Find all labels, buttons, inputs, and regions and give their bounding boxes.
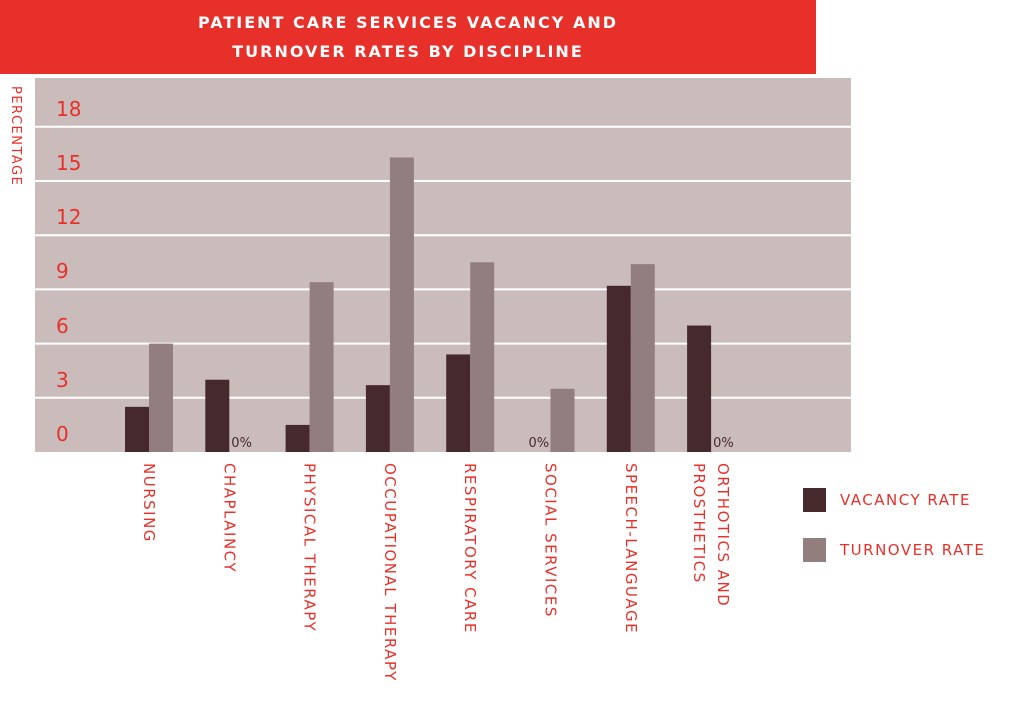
- bar: [205, 379, 230, 452]
- bar: [606, 285, 631, 452]
- legend-label: TURNOVER RATE: [840, 541, 986, 559]
- x-tick-label: SOCIAL SERVICES: [541, 463, 560, 618]
- x-tick-label: NURSING: [140, 463, 158, 543]
- y-axis-label: PERCENTAGE: [8, 86, 23, 187]
- legend-label: VACANCY RATE: [840, 491, 971, 509]
- legend-swatch: [803, 538, 826, 562]
- y-tick-label: 6: [56, 313, 69, 338]
- bar: [149, 343, 173, 452]
- legend-swatch: [803, 488, 826, 512]
- x-tick-label: CHAPLAINCY: [220, 463, 239, 574]
- bar: [550, 388, 575, 452]
- value-label: 0%: [231, 436, 252, 451]
- title-banner: PATIENT CARE SERVICES VACANCY AND TURNOV…: [0, 0, 816, 74]
- bar: [470, 262, 495, 452]
- bar: [125, 406, 149, 452]
- x-tick-label: PHYSICAL THERAPY: [300, 463, 319, 633]
- bar: [389, 157, 414, 452]
- chart-title: PATIENT CARE SERVICES VACANCY AND TURNOV…: [197, 13, 619, 61]
- y-tick-label: 18: [56, 96, 82, 121]
- y-tick-label: 12: [56, 205, 82, 230]
- y-tick-label: 3: [56, 367, 69, 392]
- x-tick-label: OCCUPATIONAL THERAPY: [380, 463, 399, 682]
- value-label: 0%: [529, 436, 550, 451]
- bar: [446, 354, 471, 452]
- bar: [687, 325, 712, 452]
- bar: [365, 385, 390, 452]
- bar: [630, 264, 655, 452]
- y-tick-label: 0: [56, 422, 69, 446]
- y-tick-label: 9: [56, 259, 69, 284]
- x-tick-label: SPEECH-LANGUAGE: [621, 463, 640, 635]
- bar: [285, 424, 310, 452]
- x-tick-label: RESPIRATORY CARE: [461, 463, 480, 634]
- y-tick-label: 15: [56, 150, 82, 175]
- value-label: 0%: [713, 436, 734, 451]
- x-tick-label: ORTHOTICS AND PROSTHETICS: [690, 463, 733, 608]
- bar: [309, 282, 334, 452]
